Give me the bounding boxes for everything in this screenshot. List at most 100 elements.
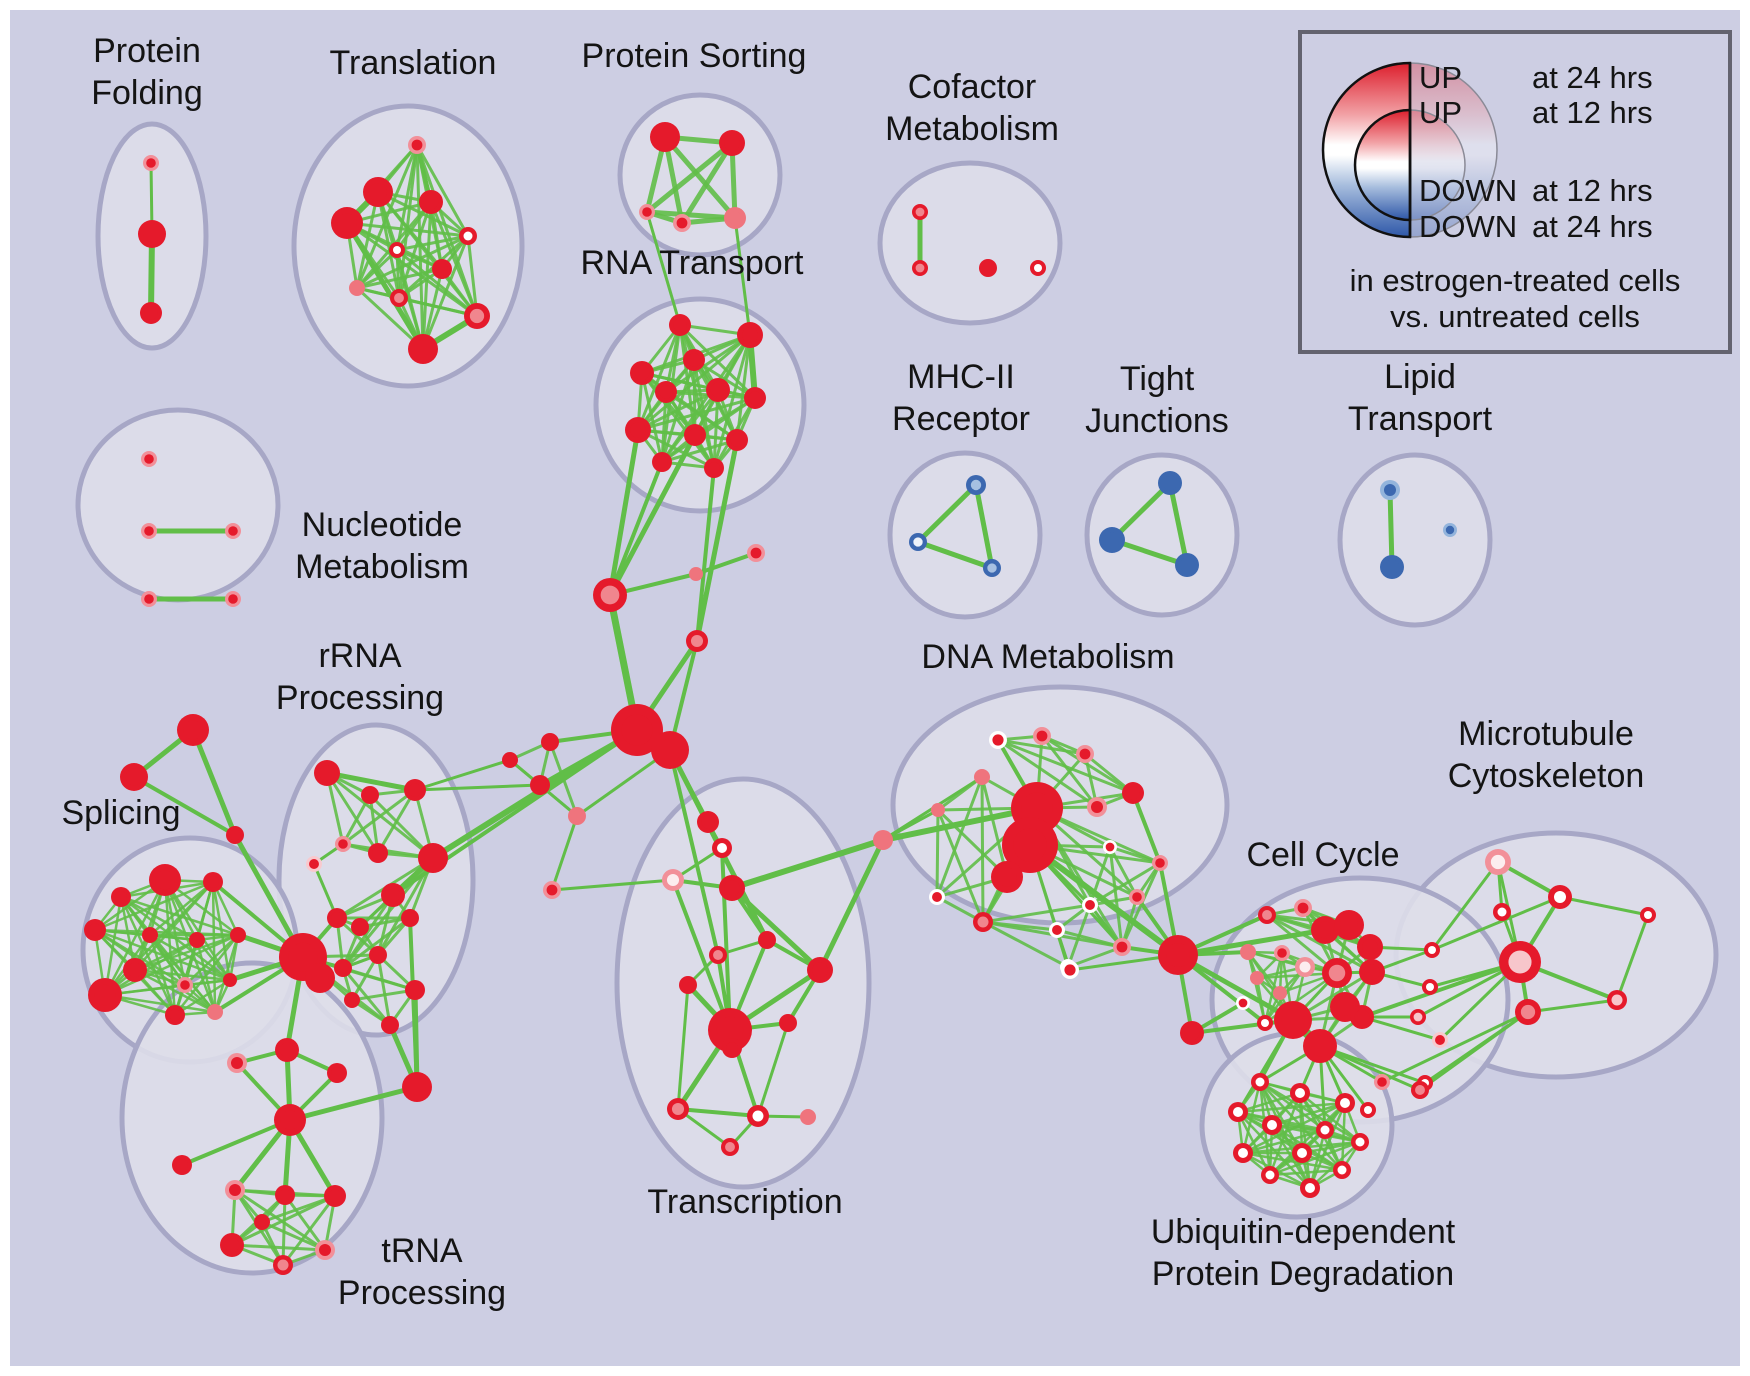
gene-node xyxy=(929,889,945,905)
gene-node xyxy=(88,978,122,1012)
gene-node xyxy=(368,843,388,863)
gene-node xyxy=(418,843,448,873)
gene-node xyxy=(1061,961,1079,979)
gene-node xyxy=(568,807,586,825)
gene-node xyxy=(667,1098,689,1120)
gene-node xyxy=(704,458,724,478)
gene-node xyxy=(1152,855,1168,871)
gene-node xyxy=(719,875,745,901)
gene-node xyxy=(1351,1133,1369,1151)
gene-node xyxy=(630,361,654,385)
cluster-label-nucleotide-metabolism: Metabolism xyxy=(295,548,469,586)
gene-node xyxy=(369,946,387,964)
gene-node xyxy=(722,1038,742,1058)
gene-node xyxy=(1322,958,1352,988)
gene-node xyxy=(726,429,748,451)
gene-node xyxy=(530,775,550,795)
gene-node xyxy=(1515,999,1541,1025)
cluster-label-trna-processing: Processing xyxy=(338,1274,506,1312)
gene-node xyxy=(719,130,745,156)
gene-node xyxy=(1432,1032,1448,1048)
gene-node xyxy=(502,752,518,768)
gene-node xyxy=(650,122,680,152)
gene-node xyxy=(331,207,363,239)
gene-node xyxy=(165,1005,185,1025)
gene-node xyxy=(324,1185,346,1207)
cluster-ellipse-transcription xyxy=(614,776,872,1190)
gene-node xyxy=(1122,782,1144,804)
gene-node xyxy=(408,334,438,364)
gene-node xyxy=(84,919,106,941)
gene-node xyxy=(142,927,158,943)
gene-node xyxy=(1129,889,1145,905)
gene-node xyxy=(432,259,452,279)
gene-node xyxy=(140,302,162,324)
cluster-label-rrna-processing: rRNA xyxy=(318,637,401,675)
cluster-ellipse-lipid-transport xyxy=(1337,452,1493,628)
gene-node xyxy=(1103,840,1117,854)
gene-node xyxy=(220,1233,244,1257)
gene-node xyxy=(1295,957,1315,977)
gene-node xyxy=(679,976,697,994)
gene-node xyxy=(697,811,719,833)
cluster-label-trna-processing: tRNA xyxy=(381,1232,463,1270)
cluster-ellipse-translation xyxy=(291,103,525,389)
gene-node xyxy=(1250,971,1264,985)
gene-node xyxy=(1076,745,1094,763)
gene-node xyxy=(351,918,369,936)
gene-node xyxy=(405,980,425,1000)
gene-node xyxy=(225,591,241,607)
gene-node xyxy=(807,957,833,983)
gene-node xyxy=(334,959,352,977)
cluster-label-cell-cycle: Cell Cycle xyxy=(1246,836,1399,874)
cluster-label-dna-metabolism: DNA Metabolism xyxy=(921,638,1174,676)
gene-node xyxy=(254,1214,270,1230)
gene-node xyxy=(203,872,223,892)
gene-node xyxy=(1261,1166,1279,1184)
gene-node xyxy=(111,887,131,907)
gene-node xyxy=(652,452,672,472)
gene-node xyxy=(673,214,691,232)
gene-node xyxy=(1158,471,1182,495)
gene-node xyxy=(402,1072,432,1102)
cluster-label-splicing: Splicing xyxy=(61,794,180,832)
gene-node xyxy=(149,864,181,896)
cluster-labels: Protein Folding Translation Protein Sorting… xyxy=(61,32,1644,1312)
gene-node xyxy=(1424,942,1440,958)
cluster-label-ubiquitin-degradation: Protein Degradation xyxy=(1152,1255,1454,1293)
gene-node xyxy=(306,856,322,872)
legend-time-label: at 24 hrs xyxy=(1532,60,1653,95)
gene-node xyxy=(912,204,928,220)
gene-node xyxy=(1333,1161,1351,1179)
legend-caption: vs. untreated cells xyxy=(1390,299,1640,334)
cluster-label-ubiquitin-degradation: Ubiquitin-dependent xyxy=(1151,1213,1456,1251)
cluster-label-protein-folding: Folding xyxy=(91,74,203,112)
gene-node xyxy=(1548,885,1572,909)
gene-node xyxy=(274,1104,306,1136)
gene-node xyxy=(1443,523,1457,537)
gene-node xyxy=(1175,553,1199,577)
gene-node xyxy=(966,475,986,495)
gene-node xyxy=(651,731,689,769)
gene-node xyxy=(1380,555,1404,579)
gene-node xyxy=(223,973,237,987)
gene-node xyxy=(1493,903,1511,921)
gene-node xyxy=(1316,1121,1334,1139)
gene-node xyxy=(381,1016,399,1034)
gene-node xyxy=(404,779,426,801)
cluster-label-rna-transport: RNA Transport xyxy=(581,244,805,282)
cluster-label-tight-junctions: Tight xyxy=(1120,360,1195,398)
gene-node xyxy=(1374,1074,1390,1090)
gene-node xyxy=(344,992,360,1008)
cluster-label-lipid-transport: Transport xyxy=(1348,400,1493,438)
legend: UP at 24 hrs UP at 12 hrs DOWN at 12 hrs DOWN a… xyxy=(1298,30,1732,354)
gene-node xyxy=(541,733,559,751)
nodes-layer xyxy=(84,122,1656,1275)
gene-node xyxy=(408,136,426,154)
gene-node xyxy=(721,1138,739,1156)
gene-node xyxy=(1002,817,1058,873)
gene-node xyxy=(227,1053,247,1073)
gene-node xyxy=(873,830,893,850)
